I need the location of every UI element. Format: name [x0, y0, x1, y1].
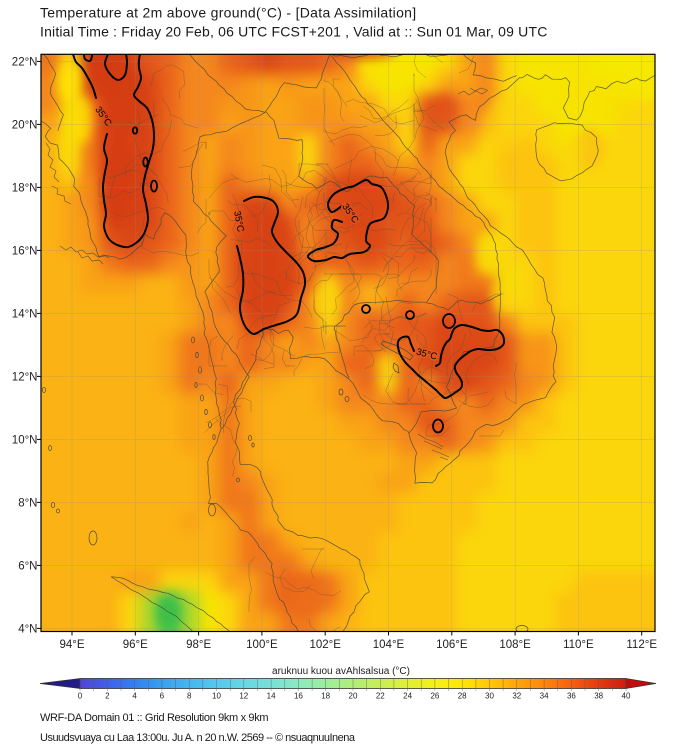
svg-text:100°E: 100°E	[246, 639, 278, 651]
svg-text:4: 4	[132, 692, 137, 701]
svg-text:Usuudsvuaya cu Laa 13:00u. Ju: Usuudsvuaya cu Laa 13:00u. Ju A. n 20 n.…	[40, 732, 356, 744]
svg-text:102°E: 102°E	[309, 639, 341, 651]
svg-text:94°E: 94°E	[59, 639, 84, 651]
svg-text:6°N: 6°N	[18, 560, 37, 572]
svg-text:35°C: 35°C	[231, 210, 246, 233]
svg-text:16°N: 16°N	[12, 245, 38, 257]
svg-text:28: 28	[458, 692, 467, 701]
svg-text:24: 24	[403, 692, 412, 701]
svg-text:20°N: 20°N	[12, 119, 38, 131]
svg-text:16: 16	[294, 692, 303, 701]
svg-text:10°N: 10°N	[12, 434, 38, 446]
svg-text:18: 18	[321, 692, 330, 701]
svg-text:35°C: 35°C	[415, 347, 438, 363]
svg-text:22: 22	[376, 692, 385, 701]
svg-text:26: 26	[430, 692, 439, 701]
svg-text:Temperature at 2m above ground: Temperature at 2m above ground(°C) - [Da…	[40, 5, 416, 21]
svg-text:32: 32	[512, 692, 521, 701]
svg-text:98°E: 98°E	[186, 639, 211, 651]
svg-text:12: 12	[239, 692, 248, 701]
svg-text:8: 8	[187, 692, 192, 701]
svg-text:aruknuu kuou avAhlsalsua (°C): aruknuu kuou avAhlsalsua (°C)	[272, 666, 410, 677]
svg-text:104°E: 104°E	[373, 639, 405, 651]
svg-text:38: 38	[594, 692, 603, 701]
svg-text:12°N: 12°N	[12, 371, 38, 383]
svg-text:22°N: 22°N	[12, 56, 38, 68]
svg-text:34: 34	[540, 692, 549, 701]
svg-text:40: 40	[622, 692, 631, 701]
svg-text:0: 0	[78, 692, 83, 701]
svg-text:8°N: 8°N	[18, 497, 37, 509]
svg-text:WRF-DA Domain 01 :: Grid Resol: WRF-DA Domain 01 :: Grid Resolution 9km …	[40, 712, 268, 724]
svg-text:110°E: 110°E	[563, 639, 594, 651]
svg-text:106°E: 106°E	[436, 639, 468, 651]
svg-text:112°E: 112°E	[626, 639, 657, 651]
svg-text:10: 10	[212, 692, 221, 701]
svg-text:Initial Time : Friday 20 Feb,: Initial Time : Friday 20 Feb, 06 UTC FCS…	[40, 24, 547, 40]
svg-text:6: 6	[160, 692, 165, 701]
svg-text:96°E: 96°E	[123, 639, 148, 651]
svg-text:108°E: 108°E	[499, 639, 531, 651]
svg-text:14: 14	[267, 692, 276, 701]
svg-text:36: 36	[567, 692, 576, 701]
svg-text:14°N: 14°N	[12, 308, 38, 320]
svg-text:30: 30	[485, 692, 494, 701]
svg-text:4°N: 4°N	[18, 623, 37, 635]
svg-text:20: 20	[349, 692, 358, 701]
svg-text:18°N: 18°N	[12, 182, 38, 194]
svg-text:2: 2	[105, 692, 110, 701]
